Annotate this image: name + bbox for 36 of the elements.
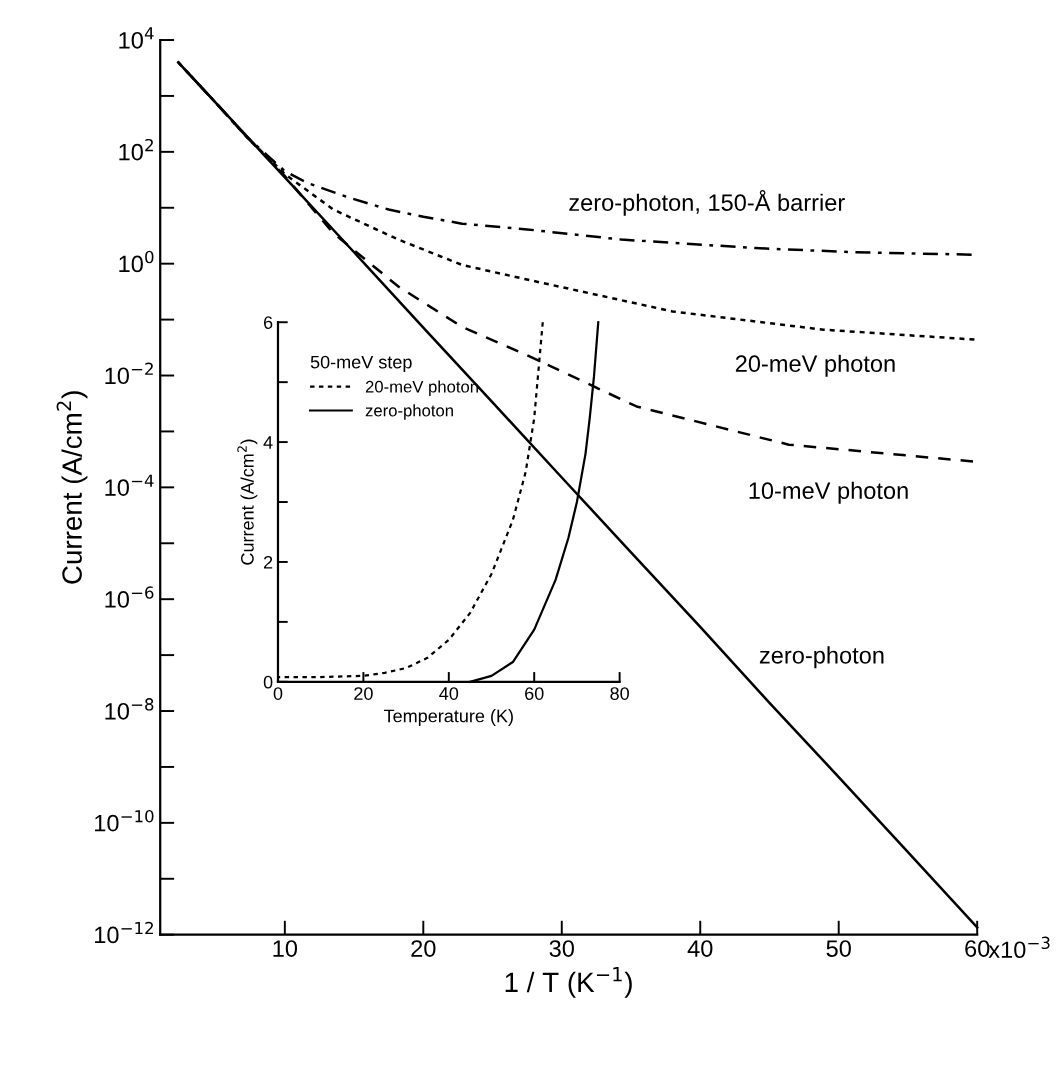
y-axis-title: Current (A/cm$^{2}$): [237, 439, 258, 565]
x-axis-title: Temperature (K): [384, 709, 513, 726]
series-label: 10-meV photon: [749, 481, 908, 504]
x-tick-label: 60: [965, 940, 990, 957]
series-label: 20-meV photon: [735, 354, 895, 377]
y-tick-label: 0: [263, 675, 273, 689]
x-tick-label: 20: [411, 940, 436, 957]
x-tick-label: 60: [525, 687, 544, 700]
x-tick-label: 20: [354, 687, 373, 700]
text: x10$^{−3}$: [988, 936, 1050, 959]
x-tick-label: 40: [687, 940, 713, 957]
series-label: zero-photon: [759, 646, 884, 669]
y-axis-title: Current (A/cm$^{2}$): [56, 391, 88, 584]
y-tick-label: 10$^{−8}$: [105, 698, 154, 720]
y-tick-label: 2: [263, 555, 273, 569]
y-tick-label: 10$^{2}$: [119, 138, 153, 161]
x-axis-title: 1 / T (K$^{−1}$): [505, 967, 632, 998]
y-tick-label: 10$^{−10}$: [95, 809, 154, 832]
x-tick-label: 40: [439, 687, 459, 700]
y-tick-label: 10$^{0}$: [119, 250, 154, 273]
legend-label: 20-meV photon: [365, 380, 478, 396]
x-tick-label: 10: [273, 940, 298, 957]
x-tick-label: 30: [549, 940, 574, 957]
x-tick-label: 50: [826, 940, 851, 957]
x-tick-label: 0: [273, 687, 283, 700]
x-tick-label: 80: [610, 687, 629, 700]
legend-title: 50-meV step: [310, 355, 412, 373]
y-tick-label: 4: [263, 436, 273, 449]
y-tick-label: 10$^{−2}$: [105, 362, 153, 385]
series-label: zero-photon, 150-Å barrier: [569, 190, 845, 216]
legend-label: zero-photon: [365, 404, 453, 420]
y-tick-label: 10$^{−12}$: [95, 921, 153, 944]
y-tick-label: 10$^{−4}$: [105, 474, 154, 496]
y-tick-label: 10$^{−6}$: [105, 586, 154, 608]
y-tick-label: 6: [264, 316, 273, 329]
y-tick-label: 10$^{4}$: [119, 27, 154, 49]
